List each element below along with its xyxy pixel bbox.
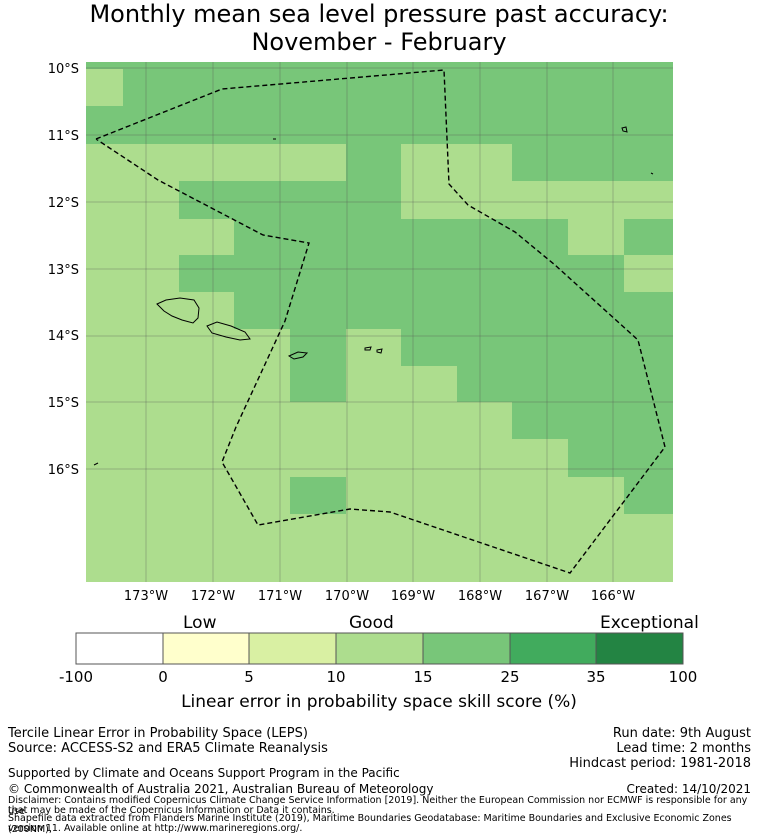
grid-cell xyxy=(512,144,673,181)
lon-label: 168°W xyxy=(458,589,502,600)
colorbar-segment xyxy=(422,632,511,665)
colorbar-tick: 35 xyxy=(586,668,605,686)
colorbar-tick: 0 xyxy=(158,668,168,686)
lon-label: 172°W xyxy=(191,589,235,600)
lon-label: 170°W xyxy=(325,589,369,600)
copyright-text: © Commonwealth of Australia 2021, Austra… xyxy=(8,782,434,796)
grid-cell xyxy=(290,477,346,514)
shapefile-line-1: Shapefile data extracted from Flanders M… xyxy=(8,813,732,835)
eez-boundary xyxy=(95,69,666,574)
category-low: Low xyxy=(183,613,217,633)
grid-cell xyxy=(512,402,673,439)
created-date: Created: 14/10/2021 xyxy=(626,782,751,796)
manua-island-1 xyxy=(364,346,372,351)
tutuila-island xyxy=(287,351,309,360)
skill-grid xyxy=(86,62,673,582)
grid-cell xyxy=(401,329,673,366)
manua-island-2 xyxy=(376,348,383,354)
method-text: Tercile Linear Error in Probability Spac… xyxy=(8,726,308,741)
longitude-labels: 173°W 172°W 171°W 170°W 169°W 168°W 167°… xyxy=(124,589,635,600)
savaii-island xyxy=(156,297,200,324)
lat-label: 13°S xyxy=(48,263,79,278)
gridlines xyxy=(86,62,673,582)
grid-cell xyxy=(86,62,673,144)
colorbar-segments xyxy=(75,632,684,665)
lon-label: 169°W xyxy=(391,589,435,600)
colorbar-tick: 100 xyxy=(669,668,698,686)
lon-label: 167°W xyxy=(525,589,569,600)
run-date: Run date: 9th August xyxy=(612,726,751,741)
grid-cell xyxy=(457,366,673,402)
grid-cell xyxy=(234,219,568,255)
lon-label: 171°W xyxy=(258,589,302,600)
upolu-island xyxy=(206,321,251,341)
lat-label: 10°S xyxy=(48,62,79,77)
colorbar-ticks: -100 0 5 10 15 25 35 100 xyxy=(59,668,697,686)
grid-cell xyxy=(179,181,401,219)
colorbar-tick: 15 xyxy=(413,668,432,686)
support-text: Supported by Climate and Oceans Support … xyxy=(8,766,400,780)
skill-map: 10°S 11°S 12°S 13°S 14°S 15°S 16°S 173°W… xyxy=(48,62,673,600)
source-text: Source: ACCESS-S2 and ERA5 Climate Reana… xyxy=(8,741,328,756)
lat-label: 15°S xyxy=(48,396,79,411)
small-island xyxy=(650,172,654,175)
grid-cell xyxy=(624,477,673,514)
small-island xyxy=(93,462,99,466)
latitude-labels: 10°S 11°S 12°S 13°S 14°S 15°S 16°S xyxy=(48,62,79,478)
hindcast-period: Hindcast period: 1981-2018 xyxy=(569,756,751,771)
colorbar-tick: 5 xyxy=(244,668,254,686)
colorbar-segment xyxy=(162,632,250,665)
colorbar-segment xyxy=(335,632,424,665)
colorbar-tick: 10 xyxy=(326,668,345,686)
title-line-1: Monthly mean sea level pressure past acc… xyxy=(89,0,669,28)
disclaimer-line-2: that may be made of the Copernicus Infor… xyxy=(8,805,335,816)
map-title: Monthly mean sea level pressure past acc… xyxy=(0,0,758,56)
category-good: Good xyxy=(349,613,394,633)
grid-cell xyxy=(568,439,673,477)
shapefile-line-2: version 11. Available online at http://w… xyxy=(8,823,303,834)
grid-cell xyxy=(179,255,624,292)
disclaimer-line-1: Disclaimer: Contains modified Copernicus… xyxy=(8,795,748,817)
grid-cell xyxy=(290,329,346,402)
colorbar-axis-label: Linear error in probability space skill … xyxy=(181,692,577,712)
lat-label: 14°S xyxy=(48,329,79,344)
colorbar-segment xyxy=(248,632,337,665)
colorbar-segment xyxy=(509,632,597,665)
title-line-2: November - February xyxy=(251,28,507,56)
lead-time: Lead time: 2 months xyxy=(616,741,751,756)
grid-cell xyxy=(86,69,123,106)
small-island xyxy=(621,126,628,133)
lon-label: 173°W xyxy=(124,589,168,600)
grid-cell xyxy=(234,292,673,329)
colorbar-segment xyxy=(595,632,684,665)
colorbar-tick: 25 xyxy=(500,668,519,686)
lat-label: 12°S xyxy=(48,196,79,211)
colorbar: -100 0 5 10 15 25 35 100 xyxy=(59,632,697,686)
colorbar-tick: -100 xyxy=(59,668,93,686)
category-exceptional: Exceptional xyxy=(600,613,699,633)
grid-cell xyxy=(624,219,673,255)
colorbar-segment xyxy=(75,632,164,665)
lat-label: 16°S xyxy=(48,463,79,478)
lon-label: 166°W xyxy=(591,589,635,600)
lat-label: 11°S xyxy=(48,129,79,144)
coastlines xyxy=(93,126,654,466)
